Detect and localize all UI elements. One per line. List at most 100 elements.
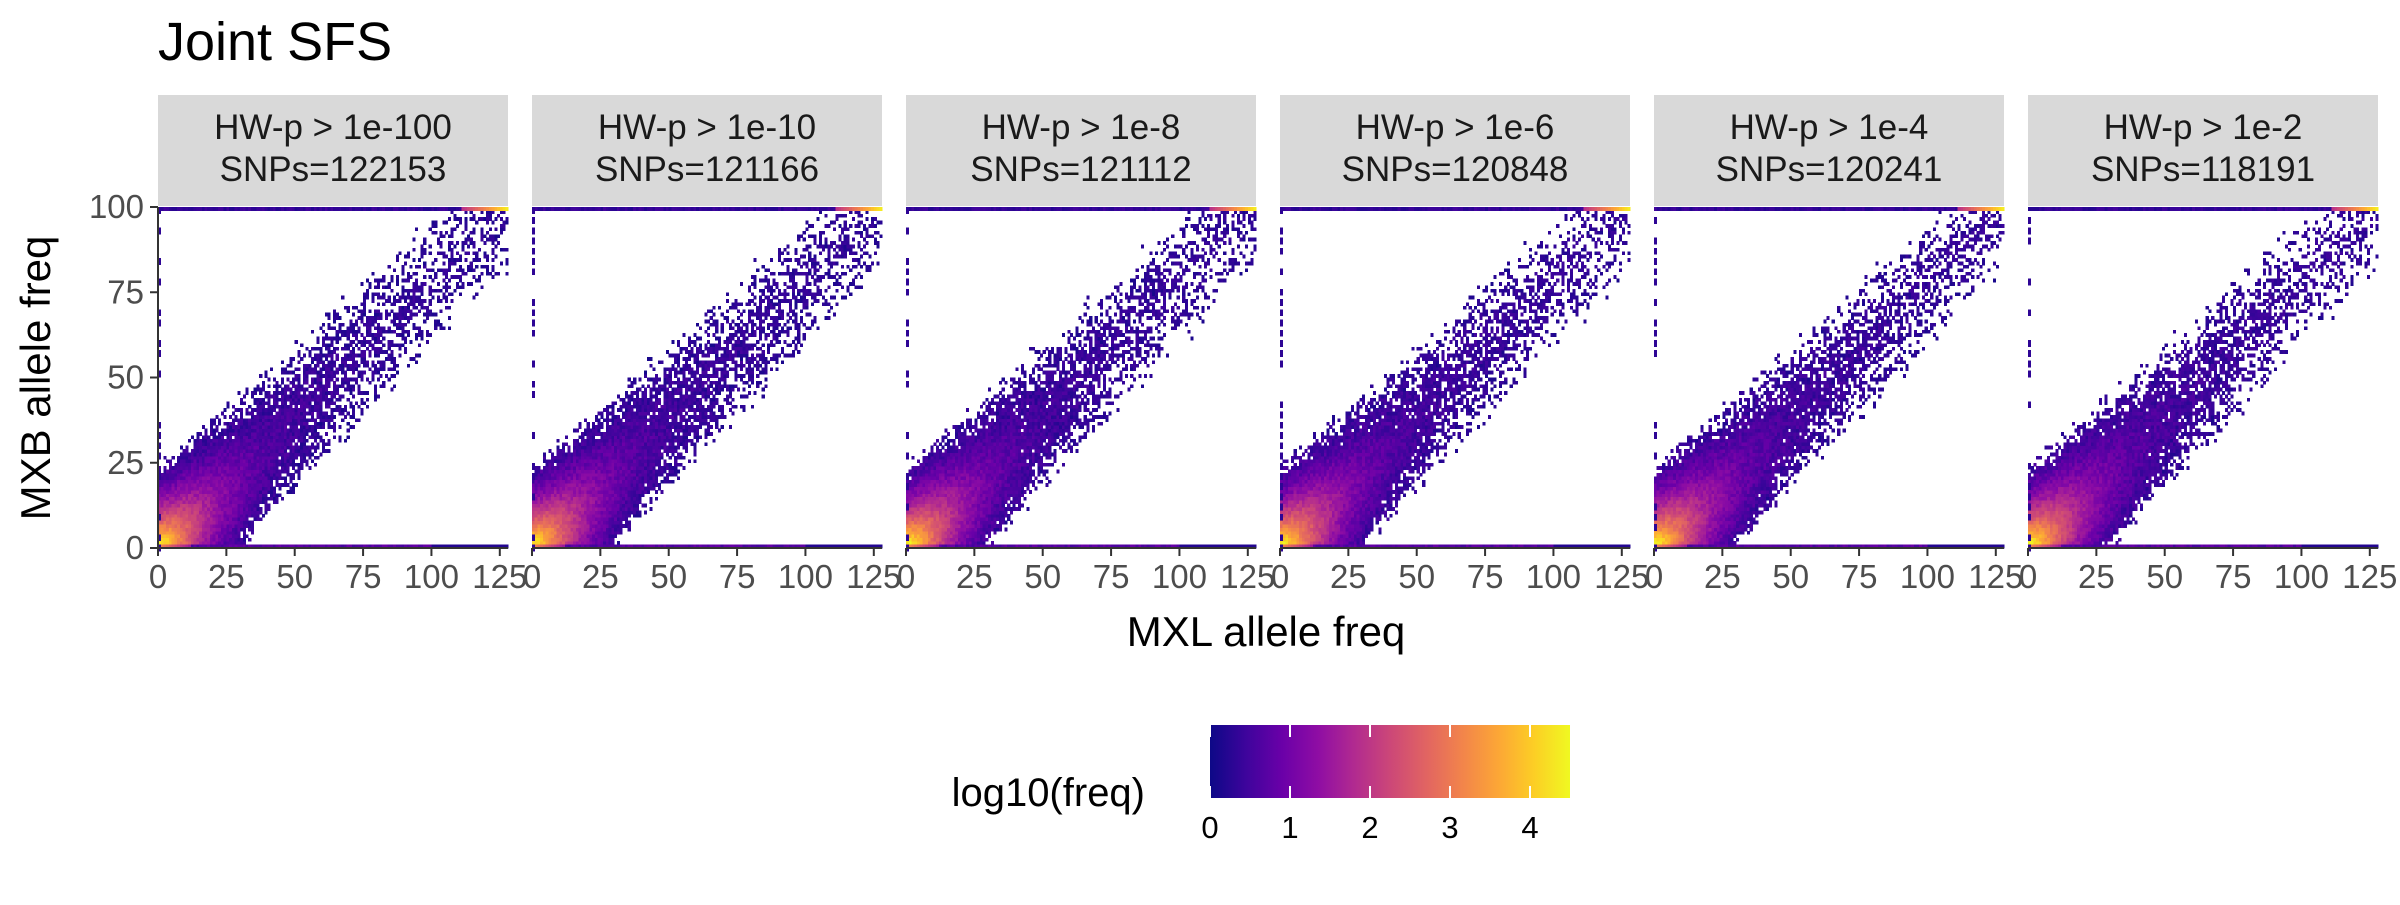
heatmap-cell [404, 330, 407, 334]
heatmap-cell [262, 490, 265, 494]
heatmap-cell [442, 292, 445, 296]
heatmap-cell [333, 360, 336, 364]
heatmap-cell [191, 531, 194, 535]
heatmap-cell [366, 320, 369, 324]
heatmap-cell [399, 347, 402, 351]
heatmap-cell [628, 401, 631, 405]
heatmap-cell [218, 487, 221, 491]
heatmap-cell [622, 449, 625, 453]
heatmap-cell [254, 466, 257, 470]
heatmap-cell [292, 412, 295, 416]
heatmap-cell [600, 504, 603, 508]
heatmap-cell [240, 528, 243, 532]
heatmap-cell [306, 388, 309, 392]
heatmap-cell [453, 262, 456, 266]
heatmap-cell [620, 449, 623, 453]
heatmap-cell [259, 459, 262, 463]
heatmap-cell [213, 497, 216, 501]
heatmap-cell [688, 405, 691, 409]
heatmap-cell [620, 528, 623, 532]
heatmap-cell [682, 367, 685, 371]
heatmap-cell [289, 371, 292, 375]
heatmap-cell [341, 357, 344, 361]
heatmap-cell [587, 487, 590, 491]
heatmap-cell [251, 432, 254, 436]
heatmap-cell [576, 507, 579, 511]
heatmap-cell [336, 408, 339, 412]
heatmap-cell [554, 490, 557, 494]
heatmap-cell [625, 463, 628, 467]
heatmap-cell [565, 490, 568, 494]
heatmap-cell [311, 357, 314, 361]
heatmap-cell [215, 439, 218, 443]
heatmap-cell [202, 480, 205, 484]
heatmap-cell [617, 456, 620, 460]
heatmap-cell [628, 425, 631, 429]
heatmap-cell [600, 521, 603, 525]
heatmap-cell [333, 384, 336, 388]
heatmap-cell [246, 510, 249, 514]
heatmap-cell [287, 439, 290, 443]
heatmap-cell [243, 453, 246, 457]
heatmap-cell [548, 476, 551, 480]
heatmap-cell [330, 401, 333, 405]
heatmap-cell [328, 364, 331, 368]
heatmap-cell [194, 466, 197, 470]
heatmap-cell [363, 313, 366, 317]
heatmap-cell [557, 531, 560, 535]
heatmap-cell [578, 483, 581, 487]
heatmap-cell [246, 422, 249, 426]
heatmap-cell [562, 483, 565, 487]
heatmap-cell [581, 541, 584, 545]
heatmap-cell [284, 207, 287, 211]
heatmap-cell [661, 453, 664, 457]
heatmap-cell [262, 388, 265, 392]
heatmap-cell [535, 470, 538, 474]
heatmap-cell [185, 497, 188, 501]
heatmap-cell [628, 487, 631, 491]
heatmap-cell [210, 425, 213, 429]
heatmap-cell [172, 497, 175, 501]
heatmap-cell [311, 446, 314, 450]
heatmap-cell [259, 500, 262, 504]
heatmap-cell [614, 429, 617, 433]
heatmap-cell [237, 500, 240, 504]
heatmap-cell [300, 435, 303, 439]
heatmap-cell [377, 347, 380, 351]
heatmap-cell [207, 510, 210, 514]
heatmap-cell [333, 337, 336, 341]
heatmap-cell [617, 449, 620, 453]
heatmap-cell [606, 466, 609, 470]
heatmap-cell [609, 507, 612, 511]
heatmap-cell [609, 463, 612, 467]
heatmap-cell [401, 306, 404, 310]
heatmap-cell [308, 429, 311, 433]
heatmap-cell [281, 429, 284, 433]
heatmap-cell [259, 470, 262, 474]
heatmap-cell [407, 255, 410, 259]
heatmap-cell [551, 487, 554, 491]
heatmap-cell [235, 207, 238, 211]
heatmap-cell [609, 500, 612, 504]
heatmap-cell [232, 510, 235, 514]
heatmap-cell [284, 422, 287, 426]
heatmap-cell [314, 364, 317, 368]
heatmap-cell [308, 418, 311, 422]
heatmap-cell [589, 504, 592, 508]
heatmap-cell [390, 357, 393, 361]
x-tick-label: 75 [345, 558, 382, 595]
heatmap-cell [194, 514, 197, 518]
heatmap-cell [617, 480, 620, 484]
heatmap-cell [598, 534, 601, 538]
heatmap-cell [254, 493, 257, 497]
heatmap-cell [328, 439, 331, 443]
heatmap-cell [166, 207, 169, 211]
heatmap-cell [671, 398, 674, 402]
heatmap-cell [270, 405, 273, 409]
heatmap-cell [226, 504, 229, 508]
heatmap-cell [666, 432, 669, 436]
heatmap-cell [600, 538, 603, 542]
heatmap-cell [172, 531, 175, 535]
heatmap-cell [333, 435, 336, 439]
heatmap-cell [243, 504, 246, 508]
